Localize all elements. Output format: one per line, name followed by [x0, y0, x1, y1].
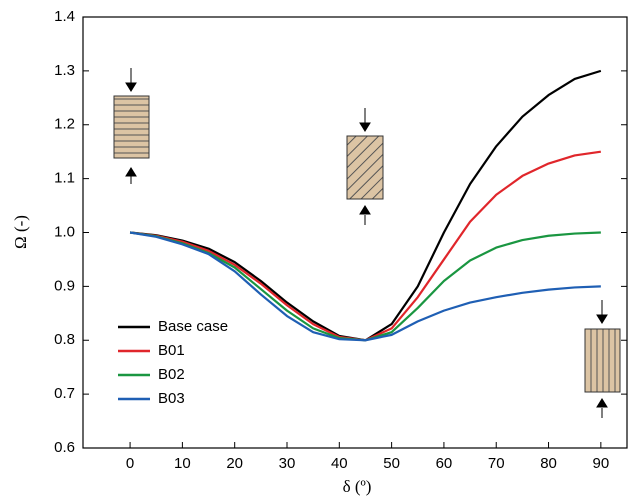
x-tick-label: 50 — [383, 455, 400, 472]
x-tick-label: 70 — [488, 455, 505, 472]
plot-frame — [82, 16, 628, 449]
x-tick-label: 40 — [331, 455, 348, 472]
series-line — [129, 231, 601, 342]
x-tick-label: 10 — [174, 455, 191, 472]
x-tick-label: 90 — [593, 455, 610, 472]
legend-label: B02 — [158, 366, 185, 383]
y-tick-label: 0.8 — [54, 331, 75, 348]
y-tick-label: 1.1 — [54, 170, 75, 187]
legend-label: B01 — [158, 342, 185, 359]
y-tick-label: 1.0 — [54, 223, 75, 240]
x-tick-label: 80 — [540, 455, 557, 472]
x-tick-label: 20 — [226, 455, 243, 472]
y-axis-label: Ω (-) — [11, 215, 30, 249]
specimen-icons — [113, 68, 621, 418]
legend-label: Base case — [158, 318, 228, 335]
y-tick-label: 0.9 — [54, 277, 75, 294]
y-tick-label: 0.7 — [54, 385, 75, 402]
y-tick-label: 1.2 — [54, 116, 75, 133]
y-tick-label: 1.3 — [54, 62, 75, 79]
x-axis-label: δ (º) — [343, 477, 372, 496]
y-tick-label: 1.4 — [54, 8, 75, 25]
legend-label: B03 — [158, 390, 185, 407]
y-tick-label: 0.6 — [54, 439, 75, 456]
x-tick-label: 0 — [126, 455, 134, 472]
x-tick-label: 60 — [436, 455, 453, 472]
x-tick-label: 30 — [279, 455, 296, 472]
